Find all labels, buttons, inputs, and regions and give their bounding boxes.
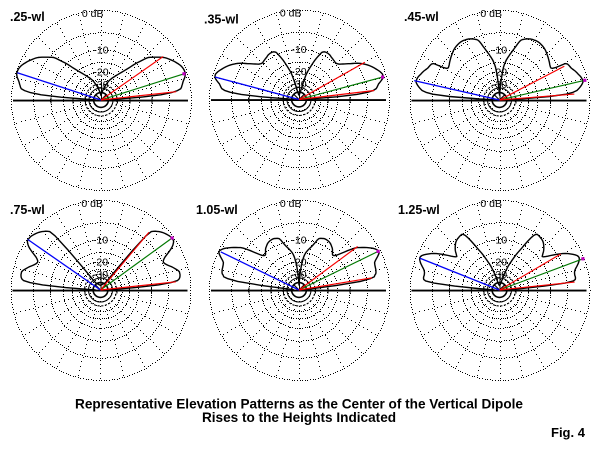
svg-text:Fig. 4: Fig. 4	[551, 425, 586, 440]
svg-text:.45-wl: .45-wl	[404, 10, 439, 24]
svg-text:1.25-wl: 1.25-wl	[398, 203, 440, 217]
svg-text:Rises to the Heights Indicated: Rises to the Heights Indicated	[202, 410, 396, 425]
svg-text:-20: -20	[291, 66, 306, 78]
svg-text:.35-wl: .35-wl	[204, 13, 239, 27]
svg-text:-30: -30	[492, 269, 507, 281]
svg-text:-30: -30	[93, 269, 108, 281]
svg-text:-30: -30	[492, 79, 507, 91]
svg-text:-10: -10	[492, 45, 507, 57]
svg-text:-10: -10	[93, 45, 108, 57]
svg-text:1.05-wl: 1.05-wl	[196, 203, 238, 217]
svg-text:-10: -10	[492, 235, 507, 247]
svg-text:0 dB: 0 dB	[480, 198, 502, 210]
svg-text:0 dB: 0 dB	[280, 8, 302, 20]
svg-text:Representative Elevation Patte: Representative Elevation Patterns as the…	[75, 396, 523, 411]
svg-text:0 dB: 0 dB	[280, 198, 302, 210]
svg-text:-20: -20	[492, 67, 507, 79]
svg-text:-20: -20	[93, 67, 108, 79]
svg-text:-20: -20	[291, 257, 306, 269]
svg-text:-30: -30	[93, 79, 108, 91]
svg-text:.25-wl: .25-wl	[10, 10, 45, 24]
svg-text:-20: -20	[93, 257, 108, 269]
svg-text:0 dB: 0 dB	[81, 198, 103, 210]
svg-text:-30: -30	[291, 269, 306, 281]
svg-text:-30: -30	[291, 79, 306, 91]
svg-text:0 dB: 0 dB	[480, 8, 502, 20]
svg-text:0 dB: 0 dB	[82, 8, 104, 20]
svg-text:.75-wl: .75-wl	[10, 203, 45, 217]
svg-text:-10: -10	[291, 44, 306, 56]
svg-text:-20: -20	[492, 257, 507, 269]
svg-text:-10: -10	[291, 235, 306, 247]
svg-text:-10: -10	[93, 235, 108, 247]
